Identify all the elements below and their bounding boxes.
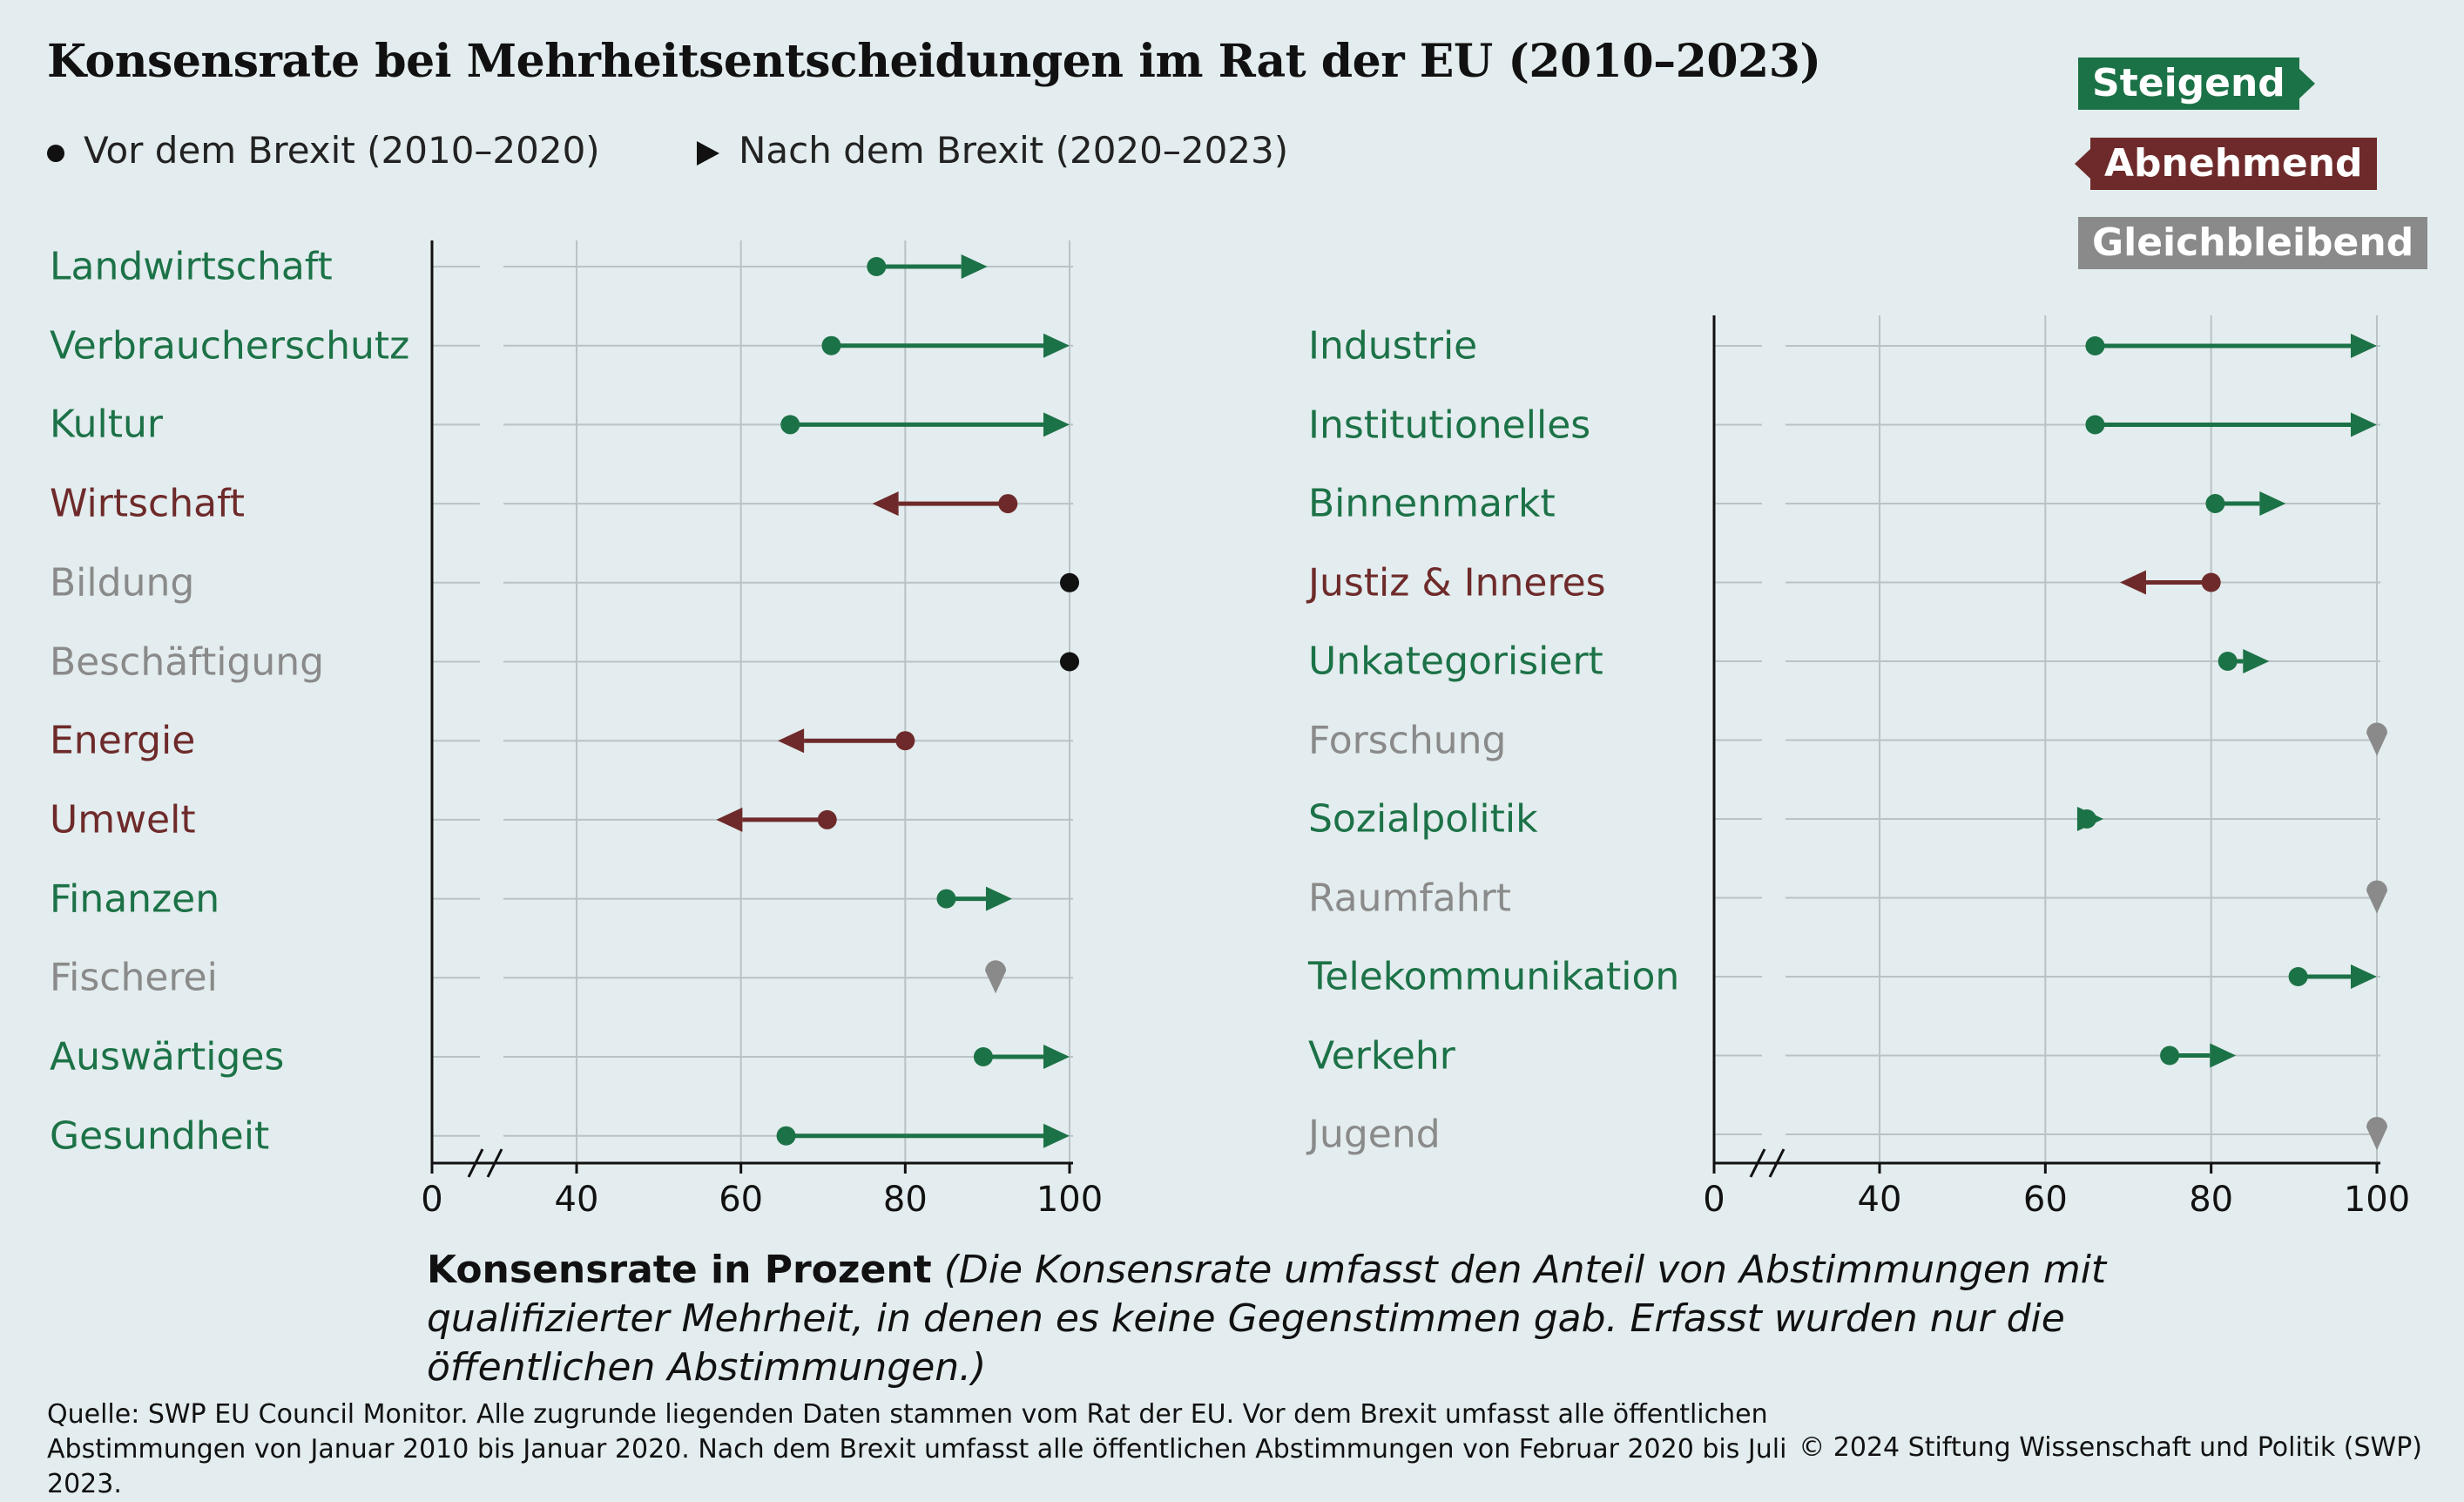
category-label: Verkehr	[1308, 1033, 1455, 1078]
x-tick-label: 80	[883, 1180, 928, 1220]
before-dot	[821, 335, 841, 355]
category-label: Binnenmarkt	[1308, 481, 1556, 526]
before-dot	[895, 731, 915, 751]
axis-note-text: (Die Konsensrate umfasst den Anteil von …	[427, 1248, 2107, 1390]
category-label: Gesundheit	[50, 1113, 270, 1159]
before-dot	[973, 1047, 993, 1066]
x-tick-label: 40	[1858, 1180, 1902, 1220]
category-label: Auswärtiges	[50, 1034, 285, 1079]
category-label: Jugend	[1308, 1112, 1441, 1157]
category-label: Justiz & Inneres	[1308, 560, 1606, 605]
after-arrowhead	[716, 807, 743, 832]
category-label: Kultur	[50, 402, 164, 447]
x-tick-label: 60	[2023, 1180, 2068, 1220]
chart-title: Konsensrate bei Mehrheitsentscheidungen …	[47, 35, 1821, 88]
category-label: Beschäftigung	[50, 639, 325, 684]
x-tick-label: 100	[1036, 1180, 1103, 1220]
category-label: Forschung	[1308, 718, 1507, 762]
category-label: Energie	[50, 718, 196, 763]
copyright-text: © 2024 Stiftung Wissenschaft und Politik…	[1799, 1432, 2422, 1463]
x-tick-label: 80	[2189, 1180, 2233, 1220]
after-arrowhead	[2351, 964, 2377, 989]
before-dot	[2218, 652, 2238, 671]
category-label: Raumfahrt	[1308, 876, 1511, 920]
circle-marker-icon	[47, 144, 64, 162]
before-dot	[2288, 967, 2308, 986]
category-label: Landwirtschaft	[50, 244, 333, 289]
before-dot	[936, 889, 956, 909]
badge-constant: Gleichbleibend	[2078, 217, 2428, 269]
chart-panel-1: 0 40 60 80 100	[421, 240, 1103, 1220]
before-dot	[2205, 494, 2225, 513]
before-dot	[817, 809, 837, 829]
before-dot	[1060, 572, 1079, 592]
after-arrowhead	[872, 491, 899, 517]
before-dot	[780, 415, 800, 435]
before-dot	[776, 1126, 796, 1146]
source-text: Quelle: SWP EU Council Monitor. Alle zug…	[47, 1399, 1787, 1499]
x-tick-label: 60	[719, 1180, 763, 1220]
x-tick-label: 100	[2344, 1180, 2410, 1220]
after-arrowhead	[2119, 570, 2146, 595]
badge-falling: Abnehmend	[2075, 138, 2377, 190]
before-dot	[2201, 572, 2221, 592]
legend-after-label: Nach dem Brexit (2020–2023)	[739, 129, 1289, 172]
category-label: Sozialpolitik	[1308, 796, 1538, 842]
axis-title: Konsensrate in Prozent	[427, 1248, 932, 1292]
before-dot	[867, 257, 887, 276]
after-arrowhead	[985, 886, 1012, 911]
after-arrowhead	[1043, 412, 1070, 437]
x-tick-label: 0	[1703, 1180, 1725, 1220]
before-dot	[998, 494, 1018, 514]
before-dot	[2160, 1045, 2180, 1066]
after-arrowhead	[1043, 1045, 1070, 1069]
before-dot	[1060, 652, 1079, 672]
legend-after: Nach dem Brexit (2020–2023)	[697, 129, 1288, 172]
x-tick-label: 0	[421, 1180, 442, 1220]
axis-break-mark	[1768, 1148, 1786, 1178]
after-arrowhead	[1043, 333, 1070, 358]
category-label: Fischerei	[50, 955, 218, 1000]
axis-break-mark	[1749, 1148, 1766, 1178]
constant-marker	[2366, 880, 2387, 914]
after-arrowhead	[2210, 1043, 2237, 1068]
after-arrowhead	[2351, 334, 2377, 358]
badge-rising: Steigend	[2078, 58, 2315, 110]
category-label: Industrie	[1308, 323, 1478, 369]
constant-marker	[2366, 722, 2387, 756]
axis-break-mark	[467, 1148, 484, 1178]
category-label: Umwelt	[50, 797, 196, 842]
triangle-marker-icon	[697, 140, 719, 166]
after-arrowhead	[2243, 649, 2270, 673]
category-label: Bildung	[50, 560, 195, 606]
after-arrowhead	[778, 728, 805, 754]
category-label: Finanzen	[50, 876, 220, 922]
legend-before-label: Vor dem Brexit (2010–2020)	[84, 129, 600, 172]
axis-break-mark	[486, 1148, 503, 1178]
category-label: Unkategorisiert	[1308, 639, 1603, 684]
before-dot	[2085, 336, 2105, 355]
after-arrowhead	[2259, 491, 2286, 516]
before-dot	[2076, 809, 2096, 829]
legend-before: Vor dem Brexit (2010–2020)	[47, 129, 600, 172]
constant-marker	[985, 960, 1007, 994]
chart-panel-2: 0 40 60 80 100	[1703, 315, 2410, 1220]
constant-marker	[2366, 1117, 2387, 1150]
after-arrowhead	[961, 254, 988, 279]
after-arrowhead	[1043, 1123, 1070, 1148]
category-label: Institutionelles	[1308, 403, 1591, 447]
category-label: Verbraucherschutz	[50, 323, 410, 369]
axis-note: Konsensrate in Prozent (Die Konsensrate …	[427, 1246, 2256, 1392]
x-tick-label: 40	[555, 1180, 599, 1220]
after-arrowhead	[2351, 412, 2377, 437]
before-dot	[2085, 415, 2105, 435]
category-label: Telekommunikation	[1308, 954, 1680, 999]
category-label: Wirtschaft	[50, 481, 246, 526]
